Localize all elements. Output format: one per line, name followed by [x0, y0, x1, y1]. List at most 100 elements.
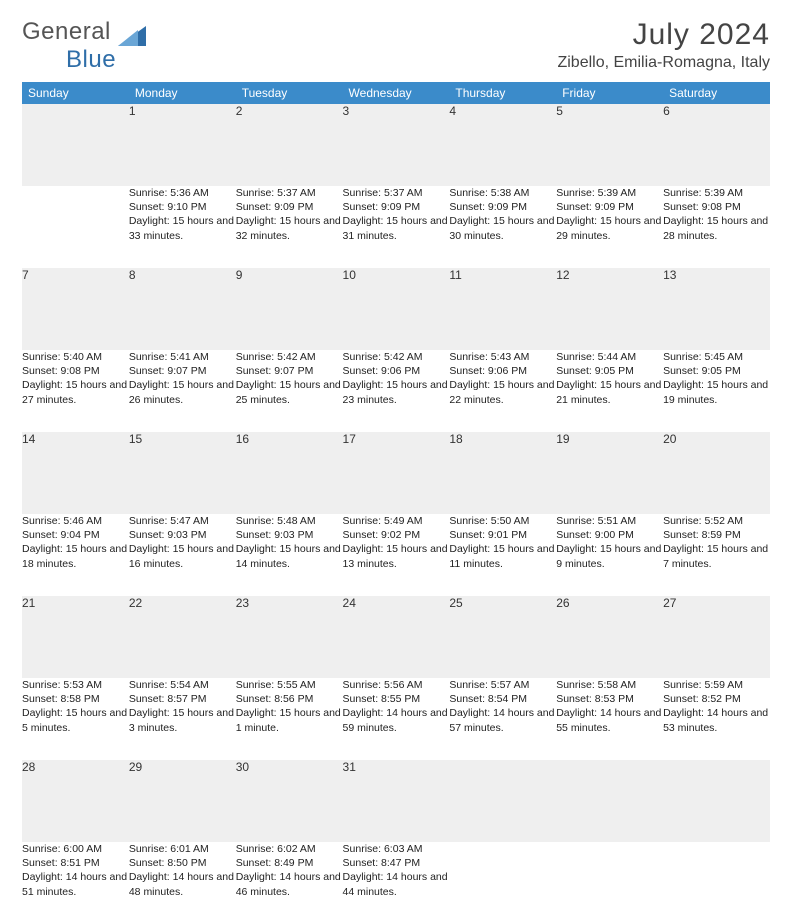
day-number-cell: 21 — [22, 596, 129, 678]
day-data-cell: Sunrise: 5:49 AMSunset: 9:02 PMDaylight:… — [343, 514, 450, 596]
logo-text-1: General — [22, 18, 111, 45]
day-data-cell: Sunrise: 5:37 AMSunset: 9:09 PMDaylight:… — [236, 186, 343, 268]
day-data-row: Sunrise: 5:40 AMSunset: 9:08 PMDaylight:… — [22, 350, 770, 432]
day-data-cell: Sunrise: 5:52 AMSunset: 8:59 PMDaylight:… — [663, 514, 770, 596]
daylight-line: Daylight: 15 hours and 28 minutes. — [663, 214, 770, 242]
sunset-line: Sunset: 9:03 PM — [129, 528, 236, 542]
day-data-cell: Sunrise: 5:40 AMSunset: 9:08 PMDaylight:… — [22, 350, 129, 432]
sunrise-line: Sunrise: 5:56 AM — [343, 678, 450, 692]
sunset-line: Sunset: 8:53 PM — [556, 692, 663, 706]
daylight-line: Daylight: 15 hours and 7 minutes. — [663, 542, 770, 570]
sunrise-line: Sunrise: 5:51 AM — [556, 514, 663, 528]
day-data-row: Sunrise: 5:46 AMSunset: 9:04 PMDaylight:… — [22, 514, 770, 596]
day-number-cell: 15 — [129, 432, 236, 514]
daylight-line: Daylight: 15 hours and 26 minutes. — [129, 378, 236, 406]
calendar-body: 123456Sunrise: 5:36 AMSunset: 9:10 PMDay… — [22, 104, 770, 924]
sunrise-line: Sunrise: 5:37 AM — [343, 186, 450, 200]
sunset-line: Sunset: 9:05 PM — [556, 364, 663, 378]
day-number-cell: 7 — [22, 268, 129, 350]
day-data-cell: Sunrise: 5:43 AMSunset: 9:06 PMDaylight:… — [449, 350, 556, 432]
sunset-line: Sunset: 8:47 PM — [343, 856, 450, 870]
day-number-cell: 31 — [343, 760, 450, 842]
day-data-cell: Sunrise: 5:59 AMSunset: 8:52 PMDaylight:… — [663, 678, 770, 760]
sunset-line: Sunset: 8:52 PM — [663, 692, 770, 706]
daylight-line: Daylight: 15 hours and 9 minutes. — [556, 542, 663, 570]
day-number-cell: 5 — [556, 104, 663, 186]
header: General Blue July 2024 Zibello, Emilia-R… — [22, 18, 770, 74]
weekday-header-row: SundayMondayTuesdayWednesdayThursdayFrid… — [22, 82, 770, 104]
sunset-line: Sunset: 8:57 PM — [129, 692, 236, 706]
sunrise-line: Sunrise: 5:45 AM — [663, 350, 770, 364]
daylight-line: Daylight: 15 hours and 18 minutes. — [22, 542, 129, 570]
sunrise-line: Sunrise: 5:47 AM — [129, 514, 236, 528]
sunrise-line: Sunrise: 5:40 AM — [22, 350, 129, 364]
sunset-line: Sunset: 9:09 PM — [236, 200, 343, 214]
sunrise-line: Sunrise: 5:57 AM — [449, 678, 556, 692]
day-number-row: 21222324252627 — [22, 596, 770, 678]
daylight-line: Daylight: 15 hours and 1 minute. — [236, 706, 343, 734]
daylight-line: Daylight: 15 hours and 22 minutes. — [449, 378, 556, 406]
day-number-cell: 20 — [663, 432, 770, 514]
sunrise-line: Sunrise: 5:46 AM — [22, 514, 129, 528]
sunrise-line: Sunrise: 5:41 AM — [129, 350, 236, 364]
sunset-line: Sunset: 9:09 PM — [343, 200, 450, 214]
sunrise-line: Sunrise: 5:52 AM — [663, 514, 770, 528]
weekday-header: Tuesday — [236, 82, 343, 104]
day-number-row: 14151617181920 — [22, 432, 770, 514]
day-number-cell: 16 — [236, 432, 343, 514]
day-number-cell — [449, 760, 556, 842]
sunrise-line: Sunrise: 5:39 AM — [663, 186, 770, 200]
day-data-cell: Sunrise: 5:44 AMSunset: 9:05 PMDaylight:… — [556, 350, 663, 432]
month-title: July 2024 — [557, 18, 770, 52]
sunrise-line: Sunrise: 5:43 AM — [449, 350, 556, 364]
day-number-cell — [22, 104, 129, 186]
day-number-cell: 8 — [129, 268, 236, 350]
day-data-cell: Sunrise: 5:56 AMSunset: 8:55 PMDaylight:… — [343, 678, 450, 760]
sunrise-line: Sunrise: 6:02 AM — [236, 842, 343, 856]
sunset-line: Sunset: 9:09 PM — [449, 200, 556, 214]
day-number-cell: 17 — [343, 432, 450, 514]
daylight-line: Daylight: 15 hours and 11 minutes. — [449, 542, 556, 570]
day-data-cell: Sunrise: 5:51 AMSunset: 9:00 PMDaylight:… — [556, 514, 663, 596]
sunrise-line: Sunrise: 5:55 AM — [236, 678, 343, 692]
sunset-line: Sunset: 9:10 PM — [129, 200, 236, 214]
sunrise-line: Sunrise: 5:50 AM — [449, 514, 556, 528]
sunset-line: Sunset: 9:02 PM — [343, 528, 450, 542]
weekday-header: Wednesday — [343, 82, 450, 104]
day-data-cell: Sunrise: 5:37 AMSunset: 9:09 PMDaylight:… — [343, 186, 450, 268]
day-number-cell — [663, 760, 770, 842]
daylight-line: Daylight: 14 hours and 46 minutes. — [236, 870, 343, 898]
calendar-table: SundayMondayTuesdayWednesdayThursdayFrid… — [22, 82, 770, 924]
sunrise-line: Sunrise: 5:42 AM — [236, 350, 343, 364]
day-number-cell: 13 — [663, 268, 770, 350]
day-number-cell: 26 — [556, 596, 663, 678]
day-data-cell: Sunrise: 6:02 AMSunset: 8:49 PMDaylight:… — [236, 842, 343, 924]
sunrise-line: Sunrise: 6:03 AM — [343, 842, 450, 856]
day-number-cell: 6 — [663, 104, 770, 186]
daylight-line: Daylight: 14 hours and 48 minutes. — [129, 870, 236, 898]
day-number-cell: 27 — [663, 596, 770, 678]
daylight-line: Daylight: 14 hours and 44 minutes. — [343, 870, 450, 898]
day-number-row: 28293031 — [22, 760, 770, 842]
sunrise-line: Sunrise: 5:36 AM — [129, 186, 236, 200]
daylight-line: Daylight: 15 hours and 13 minutes. — [343, 542, 450, 570]
day-data-cell — [556, 842, 663, 924]
day-number-row: 78910111213 — [22, 268, 770, 350]
logo-triangle-icon — [118, 22, 146, 46]
sunset-line: Sunset: 8:58 PM — [22, 692, 129, 706]
day-data-cell: Sunrise: 5:36 AMSunset: 9:10 PMDaylight:… — [129, 186, 236, 268]
daylight-line: Daylight: 15 hours and 33 minutes. — [129, 214, 236, 242]
sunset-line: Sunset: 8:54 PM — [449, 692, 556, 706]
daylight-line: Daylight: 15 hours and 30 minutes. — [449, 214, 556, 242]
sunrise-line: Sunrise: 5:42 AM — [343, 350, 450, 364]
daylight-line: Daylight: 15 hours and 32 minutes. — [236, 214, 343, 242]
day-number-cell — [556, 760, 663, 842]
day-number-cell: 25 — [449, 596, 556, 678]
daylight-line: Daylight: 15 hours and 14 minutes. — [236, 542, 343, 570]
title-block: July 2024 Zibello, Emilia-Romagna, Italy — [557, 18, 770, 72]
day-data-cell: Sunrise: 5:38 AMSunset: 9:09 PMDaylight:… — [449, 186, 556, 268]
daylight-line: Daylight: 15 hours and 27 minutes. — [22, 378, 129, 406]
day-data-cell: Sunrise: 6:03 AMSunset: 8:47 PMDaylight:… — [343, 842, 450, 924]
day-data-cell: Sunrise: 5:58 AMSunset: 8:53 PMDaylight:… — [556, 678, 663, 760]
sunrise-line: Sunrise: 5:54 AM — [129, 678, 236, 692]
